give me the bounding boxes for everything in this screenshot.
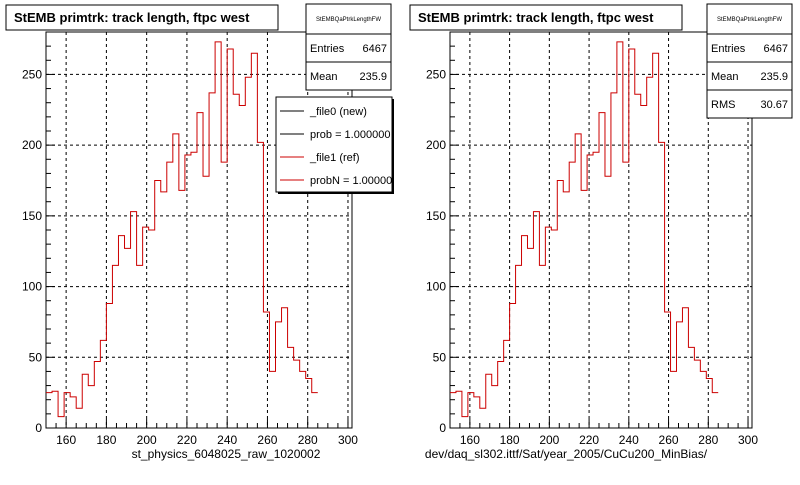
stats-name: StEMBQaPtrkLengthFW	[717, 17, 782, 23]
x-tick-label: 260	[257, 433, 277, 447]
x-axis-label-right: dev/daq_sl302.ittf/Sat/year_2005/CuCu200…	[425, 447, 707, 461]
x-tick-label: 160	[460, 433, 480, 447]
stats-label: RMS	[711, 99, 735, 111]
x-tick-label: 220	[177, 433, 197, 447]
y-tick-label: 50	[433, 350, 447, 364]
x-tick-label: 300	[738, 433, 758, 447]
x-tick-label: 280	[298, 433, 318, 447]
legend-label: _file1 (ref)	[309, 152, 360, 164]
stats-value: 30.67	[760, 99, 788, 111]
stats-value: 6467	[764, 43, 788, 55]
x-axis-label-left: st_physics_6048025_raw_1020002	[132, 447, 321, 461]
chart-title: StEMB primtrk: track length, ftpc west	[418, 10, 654, 25]
y-tick-label: 250	[426, 67, 446, 81]
y-tick-label: 0	[35, 421, 42, 435]
stats-value: 235.9	[359, 71, 387, 83]
stats-name: StEMBQaPtrkLengthFW	[316, 17, 381, 23]
legend-label: _file0 (new)	[309, 106, 367, 118]
stats-value: 6467	[363, 43, 387, 55]
x-tick-label: 280	[698, 433, 718, 447]
chart-title: StEMB primtrk: track length, ftpc west	[14, 10, 250, 25]
y-tick-label: 0	[439, 421, 446, 435]
x-tick-label: 200	[539, 433, 559, 447]
stats-value: 235.9	[760, 71, 788, 83]
stats-label: Entries	[711, 43, 746, 55]
x-tick-label: 240	[619, 433, 639, 447]
y-tick-label: 100	[22, 280, 42, 294]
x-tick-label: 160	[56, 433, 76, 447]
chart-panel-0: 160 180 200 220 240 260 280 300 0 50 100 150 200 250 S…	[6, 4, 398, 447]
y-tick-label: 150	[22, 209, 42, 223]
y-tick-label: 250	[22, 67, 42, 81]
x-tick-label: 220	[579, 433, 599, 447]
y-tick-label: 200	[22, 138, 42, 152]
legend-label: probN = 1.000000	[310, 175, 398, 187]
chart-panel-1: 160 180 200 220 240 260 280 300 0 50 100 150 200 250 S…	[410, 4, 792, 447]
stats-label: Mean	[711, 71, 739, 83]
stats-label: Mean	[310, 71, 338, 83]
x-tick-label: 200	[137, 433, 157, 447]
x-tick-label: 240	[217, 433, 237, 447]
y-tick-label: 200	[426, 138, 446, 152]
x-tick-label: 260	[659, 433, 679, 447]
x-tick-label: 300	[338, 433, 358, 447]
y-tick-label: 150	[426, 209, 446, 223]
legend-label: prob = 1.000000	[310, 129, 390, 141]
x-tick-label: 180	[96, 433, 116, 447]
x-tick-label: 180	[500, 433, 520, 447]
y-tick-label: 50	[29, 350, 43, 364]
stats-label: Entries	[310, 43, 345, 55]
plot-frame	[46, 32, 352, 428]
y-tick-label: 100	[426, 280, 446, 294]
